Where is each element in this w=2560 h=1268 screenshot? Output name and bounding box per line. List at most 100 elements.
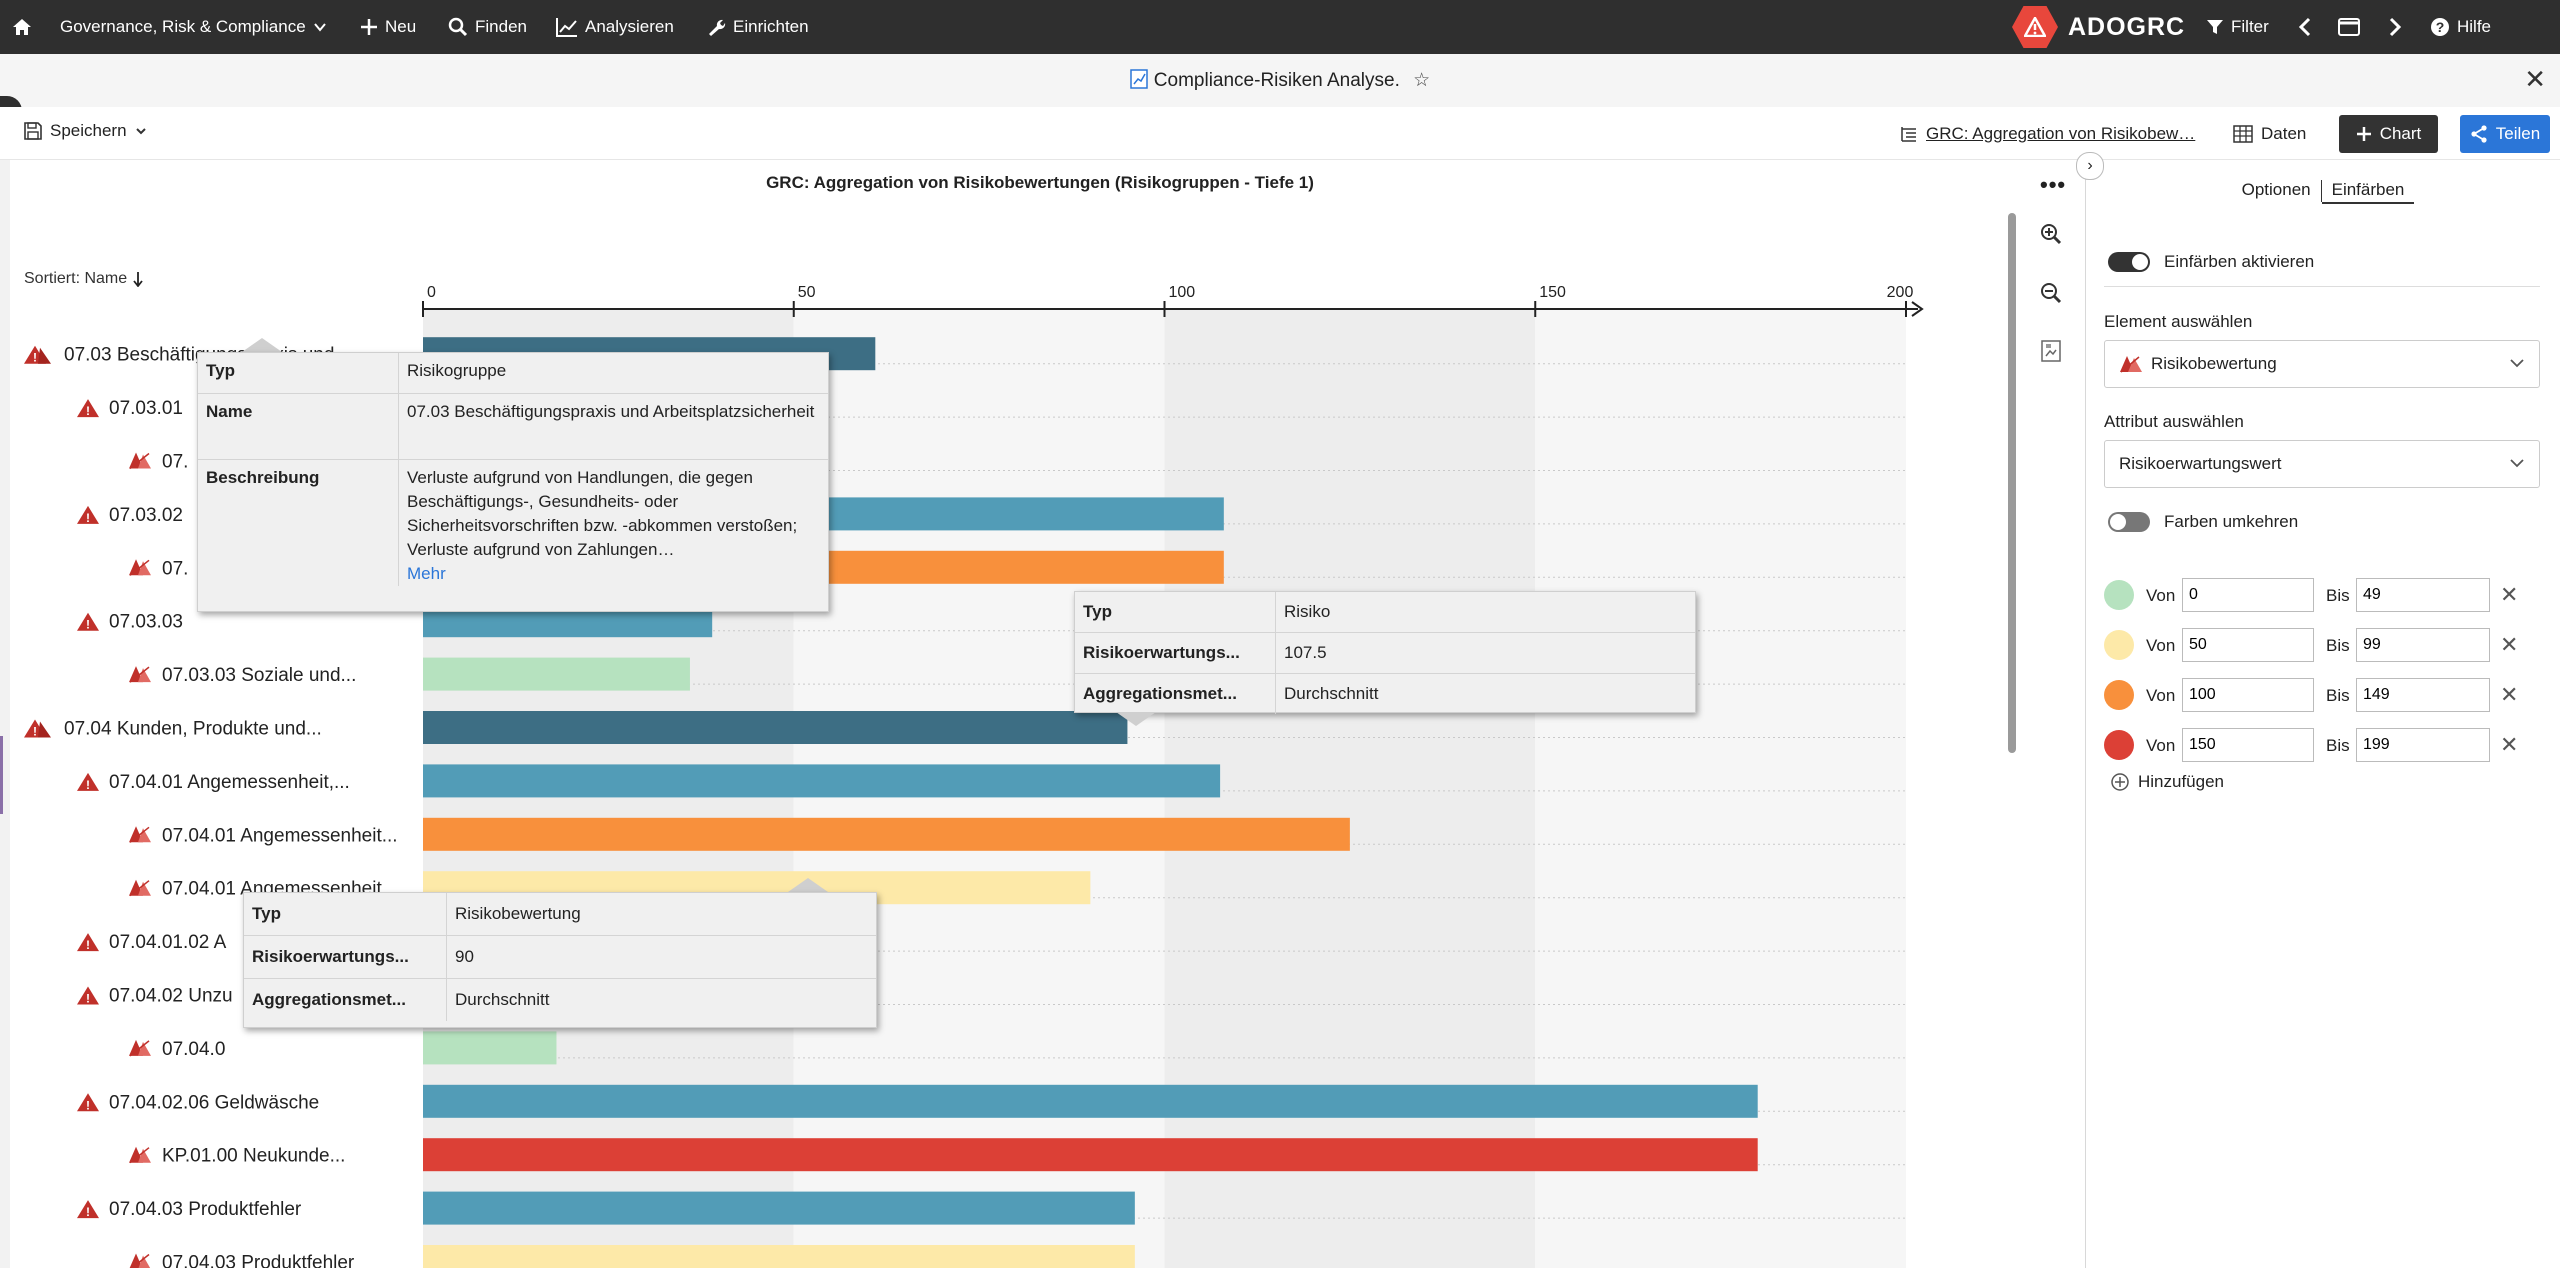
filter-button[interactable]: Filter: [2206, 0, 2269, 54]
tooltip-value: Durchschnitt: [455, 990, 550, 1009]
bar[interactable]: [423, 1245, 1135, 1268]
bar[interactable]: [423, 657, 690, 691]
aggregation-query-link[interactable]: GRC: Aggregation von Risikobew…: [1900, 115, 2195, 153]
chevron-down-icon: [135, 128, 146, 135]
bar[interactable]: [423, 1191, 1135, 1225]
remove-range-icon[interactable]: ✕: [2500, 732, 2519, 757]
color-swatch[interactable]: [2104, 680, 2134, 710]
home-icon[interactable]: [12, 0, 32, 54]
window-button[interactable]: [2338, 0, 2360, 54]
hilfe-button[interactable]: ? Hilfe: [2430, 0, 2491, 54]
color-swatch[interactable]: [2104, 580, 2134, 610]
row-label[interactable]: 07.04.01.02 A: [109, 932, 227, 953]
risk-assessment-icon-part: [138, 1255, 151, 1268]
row-label[interactable]: 07.04.01 Angemessenheit,...: [109, 772, 350, 793]
add-range-label: Hinzufügen: [2138, 772, 2225, 791]
row-label[interactable]: 07.04.03 Produktfehler: [162, 1253, 355, 1268]
add-range-button[interactable]: Hinzufügen: [2110, 772, 2224, 792]
row-label[interactable]: 07.04.01 Angemessenheit...: [162, 825, 398, 846]
row-label[interactable]: 07.04.03 Produktfehler: [109, 1199, 302, 1220]
plus-icon: [2356, 127, 2371, 141]
mehr-link[interactable]: Mehr: [407, 563, 446, 583]
risk-assessment-icon-part: [138, 668, 151, 683]
bar[interactable]: [423, 1031, 557, 1065]
collapse-panel-icon[interactable]: ›: [2076, 152, 2104, 180]
einfaerben-label: Einfärben aktivieren: [2164, 252, 2315, 271]
bar[interactable]: [423, 817, 1350, 851]
search-icon: [448, 17, 468, 37]
remove-range-icon[interactable]: ✕: [2500, 582, 2519, 607]
row-label[interactable]: 07.03.02: [109, 505, 183, 526]
chart-scrollbar[interactable]: [2008, 213, 2016, 753]
favorite-star-icon[interactable]: ☆: [1413, 70, 1431, 91]
bis-input[interactable]: [2356, 678, 2490, 712]
color-swatch[interactable]: [2104, 630, 2134, 660]
tab-einfaerben[interactable]: Einfärben: [2321, 180, 2415, 204]
tooltip-value: 07.03 Beschäftigungspraxis und Arbeitspl…: [398, 393, 828, 460]
finden-button[interactable]: Finden: [448, 0, 527, 54]
bar[interactable]: [423, 1138, 1758, 1172]
remove-range-icon[interactable]: ✕: [2500, 682, 2519, 707]
zoom-out-icon[interactable]: [2038, 280, 2064, 306]
remove-range-icon[interactable]: ✕: [2500, 632, 2519, 657]
von-input[interactable]: [2182, 728, 2314, 762]
row-label[interactable]: 07.: [162, 558, 188, 579]
zoom-in-icon[interactable]: [2038, 221, 2064, 247]
tooltip-assessment-pointer: [788, 878, 828, 892]
resize-handle-left[interactable]: [0, 736, 3, 814]
sort-label[interactable]: Sortiert: Name: [24, 270, 143, 288]
row-label[interactable]: 07.03.01: [109, 398, 183, 419]
bis-input[interactable]: [2356, 628, 2490, 662]
bis-input[interactable]: [2356, 728, 2490, 762]
risk-icon: [77, 986, 99, 1005]
share-button[interactable]: Teilen: [2460, 115, 2550, 153]
von-label: Von: [2146, 636, 2176, 655]
von-label: Von: [2146, 736, 2176, 755]
svg-text:?: ?: [2436, 19, 2445, 35]
neu-button[interactable]: Neu: [360, 0, 416, 54]
von-input[interactable]: [2182, 628, 2314, 662]
previous-button[interactable]: [2298, 0, 2312, 54]
attribut-select[interactable]: Risikoerwartungswert: [2104, 440, 2540, 488]
export-image-icon[interactable]: [2038, 338, 2064, 364]
daten-button[interactable]: Daten: [2233, 115, 2306, 153]
row-label[interactable]: 07.03.03 Soziale und...: [162, 665, 356, 686]
row-label[interactable]: 07.: [162, 452, 188, 473]
add-chart-button[interactable]: Chart: [2339, 115, 2438, 153]
tooltip-risk: Typ Risiko Risikoerwartungs... 107.5 Aggre…: [1074, 591, 1696, 714]
von-input[interactable]: [2182, 678, 2314, 712]
more-options-icon[interactable]: •••: [2040, 172, 2067, 197]
risk-icon: [77, 399, 99, 418]
bar[interactable]: [423, 764, 1221, 798]
tooltip-value: 90: [446, 935, 876, 979]
row-label[interactable]: 07.04.02 Unzu: [109, 986, 233, 1007]
bar[interactable]: [423, 1084, 1758, 1118]
x-tick-label: 150: [1539, 284, 1566, 301]
panel-separator: [2104, 286, 2540, 287]
tooltip-value: Durchschnitt: [1284, 684, 1379, 703]
chevron-right-icon: [2389, 17, 2402, 37]
color-swatch[interactable]: [2104, 730, 2134, 760]
window-icon: [2338, 18, 2360, 36]
von-input[interactable]: [2182, 578, 2314, 612]
tooltip-key: Typ: [244, 893, 447, 936]
bis-input[interactable]: [2356, 578, 2490, 612]
attribut-label: Attribut auswählen: [2104, 412, 2244, 431]
save-button[interactable]: Speichern: [24, 121, 147, 141]
element-select[interactable]: Risikobewertung: [2104, 340, 2540, 388]
einfaerben-toggle[interactable]: [2108, 252, 2150, 272]
row-label[interactable]: 07.04.0: [162, 1039, 225, 1060]
row-label[interactable]: KP.01.00 Neukunde...: [162, 1146, 345, 1167]
analysieren-button[interactable]: Analysieren: [556, 0, 674, 54]
close-icon[interactable]: ✕: [2524, 64, 2546, 94]
next-button[interactable]: [2388, 0, 2402, 54]
grc-menu[interactable]: Governance, Risk & Compliance: [60, 0, 327, 54]
row-label[interactable]: 07.03.03: [109, 612, 183, 633]
risk-icon-mark: !: [86, 938, 90, 952]
row-label[interactable]: 07.04 Kunden, Produkte und...: [64, 719, 322, 740]
farben-umkehren-toggle[interactable]: [2108, 512, 2150, 532]
bar[interactable]: [423, 711, 1128, 744]
row-label[interactable]: 07.04.02.06 Geldwäsche: [109, 1092, 319, 1113]
einrichten-button[interactable]: Einrichten: [706, 0, 809, 54]
tab-optionen[interactable]: Optionen: [2241, 180, 2311, 199]
